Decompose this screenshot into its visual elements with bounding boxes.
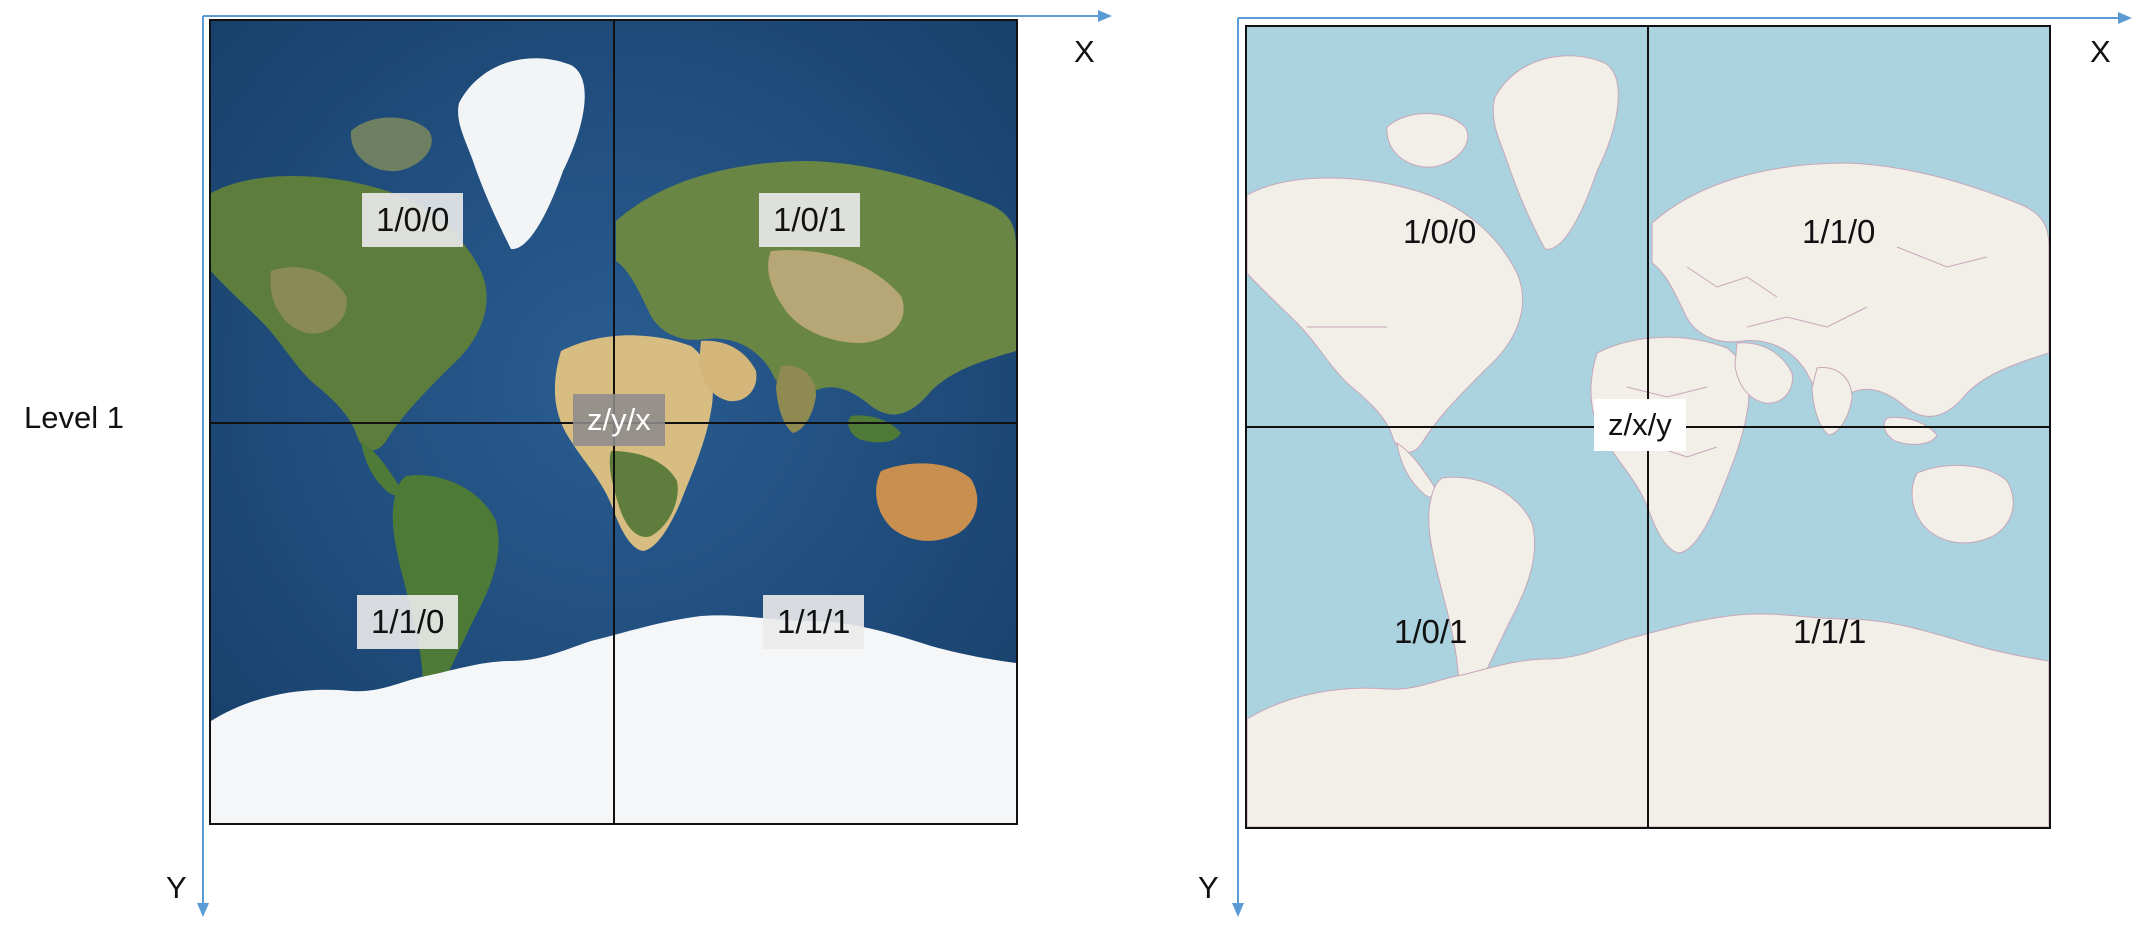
tile-label-top-right: 1/1/0: [1802, 213, 1876, 250]
right-axes: [1232, 12, 2132, 917]
tile-label-top-left: 1/0/0: [1403, 213, 1477, 250]
tile-label-bottom-left: 1/0/1: [1394, 613, 1468, 650]
tile-scheme-label: z/x/y: [1594, 399, 1686, 451]
right-y-axis-label: Y: [1198, 870, 1219, 905]
tile-label-top-right: 1/0/1: [759, 193, 861, 247]
left-axes: [197, 10, 1112, 917]
left-y-axis-label: Y: [166, 870, 187, 905]
left-x-axis-label: X: [1074, 34, 1095, 69]
street-map-panel: 1/0/0 1/1/0 1/0/1 1/1/1 z/x/y: [1245, 25, 2051, 829]
tile-label-bottom-right: 1/1/1: [763, 595, 865, 649]
right-x-axis-label: X: [2090, 34, 2111, 69]
tile-label-top-left: 1/0/0: [362, 193, 464, 247]
tile-scheme-label: z/y/x: [573, 394, 665, 446]
level-label: Level 1: [24, 400, 124, 435]
tile-label-bottom-left: 1/1/0: [357, 595, 459, 649]
satellite-map-panel: 1/0/0 1/0/1 1/1/0 1/1/1 z/y/x: [209, 19, 1018, 825]
tile-label-bottom-right: 1/1/1: [1793, 613, 1867, 650]
